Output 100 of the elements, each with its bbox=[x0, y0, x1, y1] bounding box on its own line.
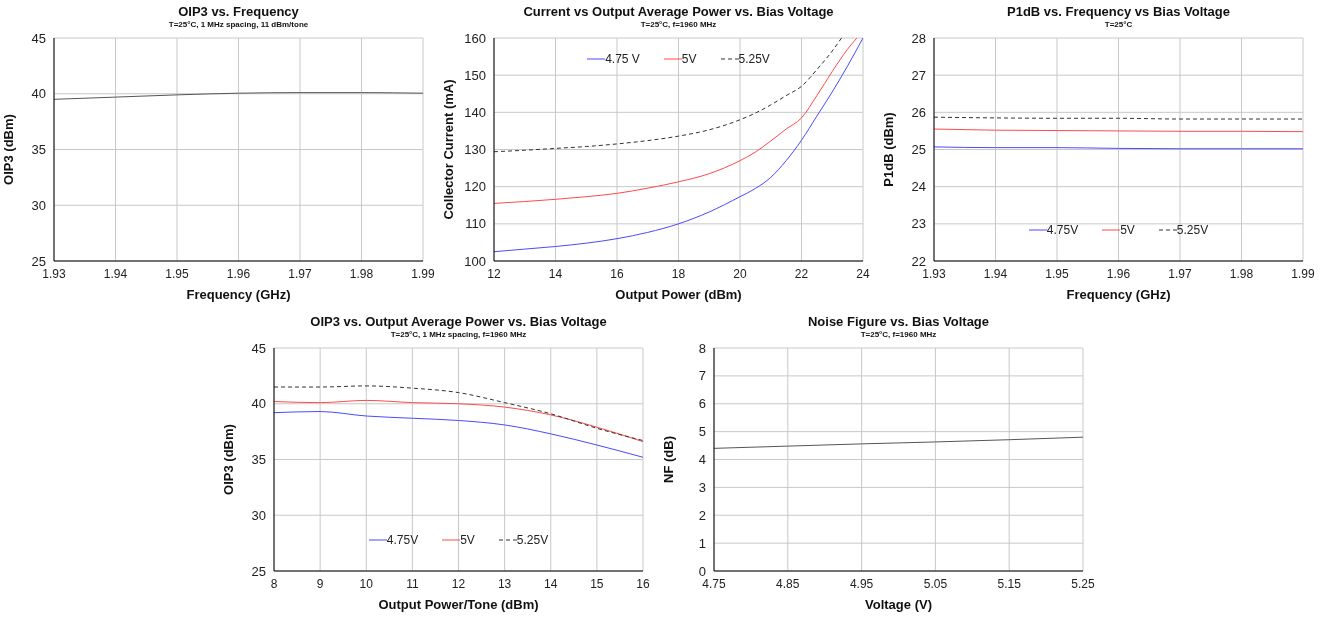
y-axis-title: OIP3 (dBm) bbox=[220, 424, 236, 495]
legend-label: 5V bbox=[460, 533, 475, 547]
x-tick-label: 1.93 bbox=[922, 266, 946, 281]
x-tick-label: 20 bbox=[733, 266, 747, 281]
y-tick-label: 120 bbox=[464, 179, 486, 195]
y-tick-label: 40 bbox=[251, 396, 266, 412]
legend-label: 5V bbox=[681, 52, 697, 66]
chart-subtitle: T=25°C, f=1960 MHz bbox=[859, 330, 938, 339]
legend-label: 5.25V bbox=[738, 52, 770, 66]
x-tick-label: 14 bbox=[544, 576, 558, 591]
y-tick-label: 24 bbox=[911, 179, 926, 195]
x-axis-title: Frequency (GHz) bbox=[1066, 287, 1171, 302]
y-tick-label: 23 bbox=[911, 216, 926, 232]
y-tick-label: 30 bbox=[251, 507, 266, 523]
y-tick-label: 45 bbox=[31, 30, 46, 46]
y-tick-label: 130 bbox=[464, 142, 486, 158]
x-tick-label: 1.93 bbox=[42, 266, 66, 281]
x-tick-label: 1.97 bbox=[1168, 266, 1192, 281]
x-tick-label: 1.96 bbox=[226, 266, 251, 281]
x-tick-label: 4.85 bbox=[776, 576, 800, 591]
x-tick-label: 1.94 bbox=[103, 266, 128, 281]
x-tick-label: 1.95 bbox=[1045, 266, 1069, 281]
x-tick-label: 14 bbox=[548, 266, 563, 281]
line-series bbox=[714, 436, 1083, 449]
y-tick-label: 150 bbox=[464, 67, 486, 83]
chart-title: Noise Figure vs. Bias Voltage bbox=[806, 314, 991, 329]
x-tick-label: 16 bbox=[636, 576, 650, 591]
x-tick-label: 12 bbox=[487, 266, 501, 281]
x-tick-label: 1.94 bbox=[983, 266, 1008, 281]
x-tick-label: 4.75 bbox=[702, 576, 726, 591]
legend-label: 4.75V bbox=[386, 533, 419, 547]
x-tick-label: 16 bbox=[610, 266, 624, 281]
chart-subtitle: T=25°C bbox=[1103, 20, 1134, 29]
y-axis-title: P1dB (dBm) bbox=[880, 112, 896, 187]
legend-label: 4.75 V bbox=[605, 52, 640, 66]
legend-label: 5.25V bbox=[516, 533, 549, 547]
x-tick-label: 1.95 bbox=[165, 266, 189, 281]
y-tick-label: 110 bbox=[465, 216, 486, 232]
x-axis-title: Frequency (GHz) bbox=[186, 287, 291, 302]
x-tick-label: 5.15 bbox=[997, 576, 1022, 591]
y-tick-label: 7 bbox=[698, 368, 706, 384]
x-tick-label: 11 bbox=[406, 576, 419, 591]
legend-label: 5V bbox=[1120, 223, 1135, 237]
x-tick-label: 5.25 bbox=[1071, 576, 1095, 591]
y-tick-label: 27 bbox=[911, 67, 926, 83]
y-tick-label: 35 bbox=[31, 142, 46, 158]
chart-subtitle: T=25°C, 1 MHz spacing, 11 dBm/tone bbox=[167, 20, 310, 29]
line-series bbox=[274, 411, 643, 458]
x-tick-label: 9 bbox=[316, 576, 324, 591]
y-tick-label: 45 bbox=[251, 340, 266, 356]
y-tick-label: 1 bbox=[698, 535, 706, 551]
y-tick-label: 26 bbox=[911, 104, 926, 120]
x-tick-label: 1.99 bbox=[1291, 266, 1315, 281]
x-tick-label: 1.98 bbox=[1229, 266, 1254, 281]
chart-title: OIP3 vs. Frequency bbox=[177, 4, 300, 19]
x-tick-label: 1.97 bbox=[288, 266, 312, 281]
y-tick-label: 25 bbox=[251, 563, 266, 579]
y-tick-label: 25 bbox=[911, 142, 926, 158]
x-tick-label: 1.99 bbox=[411, 266, 435, 281]
line-series bbox=[274, 385, 643, 442]
x-axis-title: Voltage (V) bbox=[865, 597, 932, 612]
y-tick-label: 25 bbox=[31, 253, 46, 269]
x-tick-label: 24 bbox=[856, 266, 870, 281]
y-tick-label: 35 bbox=[251, 452, 266, 468]
x-tick-label: 22 bbox=[794, 266, 809, 281]
y-tick-label: 4 bbox=[698, 452, 706, 468]
line-series bbox=[494, 38, 842, 153]
chart-subtitle: T=25°C, f=1960 MHz bbox=[639, 20, 718, 29]
x-tick-label: 4.95 bbox=[849, 576, 874, 591]
x-axis-title: Output Power (dBm) bbox=[615, 287, 742, 302]
legend-label: 5.25V bbox=[1176, 223, 1209, 237]
y-tick-label: 40 bbox=[31, 86, 46, 102]
chart-title: Current vs Output Average Power vs. Bias Voltage bbox=[522, 4, 835, 19]
y-axis-title: NF (dB) bbox=[660, 436, 676, 483]
chart-title: OIP3 vs. Output Average Power vs. Bias Voltage bbox=[309, 314, 608, 329]
y-tick-label: 160 bbox=[464, 30, 486, 46]
x-tick-label: 13 bbox=[497, 576, 512, 591]
x-tick-label: 8 bbox=[270, 576, 278, 591]
x-axis-title: Output Power/Tone (dBm) bbox=[378, 597, 539, 612]
chart-title: P1dB vs. Frequency vs Bias Voltage bbox=[1006, 4, 1231, 19]
x-tick-label: 5.05 bbox=[923, 576, 948, 591]
y-tick-label: 0 bbox=[698, 563, 706, 579]
x-tick-label: 1.96 bbox=[1106, 266, 1131, 281]
y-tick-label: 100 bbox=[464, 253, 486, 269]
y-tick-label: 8 bbox=[698, 340, 706, 356]
line-series bbox=[54, 92, 423, 100]
legend-label: 4.75V bbox=[1046, 223, 1079, 237]
y-tick-label: 3 bbox=[698, 479, 706, 495]
x-tick-label: 18 bbox=[671, 266, 686, 281]
y-tick-label: 6 bbox=[698, 396, 706, 412]
y-tick-label: 2 bbox=[698, 507, 706, 523]
y-tick-label: 22 bbox=[911, 253, 926, 269]
x-tick-label: 10 bbox=[359, 576, 374, 591]
y-tick-label: 30 bbox=[31, 197, 46, 213]
y-tick-label: 140 bbox=[464, 104, 486, 120]
x-tick-label: 12 bbox=[451, 576, 466, 591]
line-series bbox=[494, 38, 858, 204]
line-series bbox=[274, 399, 643, 443]
x-tick-label: 15 bbox=[590, 576, 604, 591]
y-tick-label: 28 bbox=[911, 30, 926, 46]
